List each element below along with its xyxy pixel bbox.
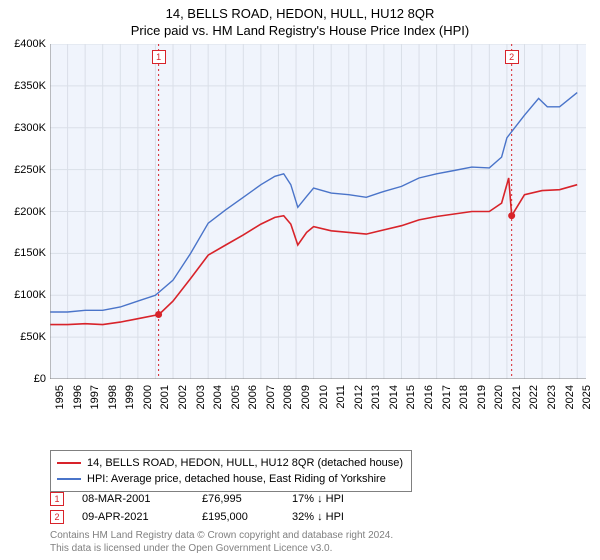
y-tick-label: £250K — [0, 164, 46, 176]
legend: 14, BELLS ROAD, HEDON, HULL, HU12 8QR (d… — [50, 450, 412, 492]
x-tick-label: 2020 — [493, 385, 505, 409]
legend-label: 14, BELLS ROAD, HEDON, HULL, HU12 8QR (d… — [87, 457, 403, 469]
x-tick-label: 2017 — [441, 385, 453, 409]
x-tick-label: 2001 — [159, 385, 171, 409]
x-tick-label: 1998 — [107, 385, 119, 409]
x-tick-label: 2011 — [335, 385, 347, 409]
title-block: 14, BELLS ROAD, HEDON, HULL, HU12 8QR Pr… — [0, 0, 600, 38]
chart-svg — [50, 44, 586, 379]
x-tick-label: 2000 — [142, 385, 154, 409]
sale-row: 2 09-APR-2021 £195,000 32% ↓ HPI — [50, 508, 382, 526]
x-tick-label: 2006 — [247, 385, 259, 409]
footer-line: Contains HM Land Registry data © Crown c… — [50, 530, 590, 543]
x-tick-label: 2003 — [195, 385, 207, 409]
sale-price: £195,000 — [202, 511, 292, 523]
chart-plot-area: £0£50K£100K£150K£200K£250K£300K£350K£400… — [50, 44, 586, 414]
sale-marker-icon: 2 — [50, 510, 64, 524]
x-tick-label: 2018 — [458, 385, 470, 409]
x-tick-label: 2008 — [282, 385, 294, 409]
footer-attribution: Contains HM Land Registry data © Crown c… — [50, 530, 590, 555]
sale-date: 08-MAR-2001 — [82, 493, 202, 505]
sales-list: 1 08-MAR-2001 £76,995 17% ↓ HPI 2 09-APR… — [50, 490, 382, 526]
x-tick-label: 2023 — [546, 385, 558, 409]
x-tick-label: 1999 — [124, 385, 136, 409]
y-tick-label: £300K — [0, 122, 46, 134]
sale-point-icon — [155, 311, 162, 318]
sale-date: 09-APR-2021 — [82, 511, 202, 523]
x-tick-label: 2016 — [423, 385, 435, 409]
sale-price: £76,995 — [202, 493, 292, 505]
sale-marker-box: 1 — [152, 50, 166, 64]
x-tick-label: 2024 — [564, 385, 576, 409]
x-tick-label: 1997 — [89, 385, 101, 409]
y-tick-label: £50K — [0, 331, 46, 343]
x-tick-label: 2022 — [528, 385, 540, 409]
y-tick-label: £100K — [0, 289, 46, 301]
x-tick-label: 2010 — [318, 385, 330, 409]
x-tick-label: 2002 — [177, 385, 189, 409]
sale-row: 1 08-MAR-2001 £76,995 17% ↓ HPI — [50, 490, 382, 508]
y-tick-label: £150K — [0, 247, 46, 259]
sale-marker-box: 2 — [505, 50, 519, 64]
chart-container: 14, BELLS ROAD, HEDON, HULL, HU12 8QR Pr… — [0, 0, 600, 560]
legend-item: 14, BELLS ROAD, HEDON, HULL, HU12 8QR (d… — [57, 455, 403, 471]
x-tick-label: 2007 — [265, 385, 277, 409]
chart-title: 14, BELLS ROAD, HEDON, HULL, HU12 8QR — [0, 6, 600, 21]
sale-pct: 32% ↓ HPI — [292, 511, 382, 523]
x-tick-label: 2012 — [353, 385, 365, 409]
x-tick-label: 1996 — [72, 385, 84, 409]
legend-swatch — [57, 478, 81, 480]
y-tick-label: £0 — [0, 373, 46, 385]
x-tick-label: 2021 — [511, 385, 523, 409]
footer-line: This data is licensed under the Open Gov… — [50, 543, 590, 556]
x-tick-label: 1995 — [54, 385, 66, 409]
legend-label: HPI: Average price, detached house, East… — [87, 473, 386, 485]
sale-pct: 17% ↓ HPI — [292, 493, 382, 505]
x-tick-label: 2013 — [370, 385, 382, 409]
sale-marker-icon: 1 — [50, 492, 64, 506]
y-tick-label: £200K — [0, 206, 46, 218]
legend-swatch — [57, 462, 81, 464]
y-tick-label: £350K — [0, 80, 46, 92]
x-tick-label: 2015 — [405, 385, 417, 409]
y-tick-label: £400K — [0, 38, 46, 50]
x-tick-label: 2004 — [212, 385, 224, 409]
legend-item: HPI: Average price, detached house, East… — [57, 471, 403, 487]
x-tick-label: 2005 — [230, 385, 242, 409]
x-tick-label: 2019 — [476, 385, 488, 409]
sale-point-icon — [508, 212, 515, 219]
x-tick-label: 2014 — [388, 385, 400, 409]
chart-subtitle: Price paid vs. HM Land Registry's House … — [0, 23, 600, 38]
x-tick-label: 2009 — [300, 385, 312, 409]
x-tick-label: 2025 — [581, 385, 593, 409]
